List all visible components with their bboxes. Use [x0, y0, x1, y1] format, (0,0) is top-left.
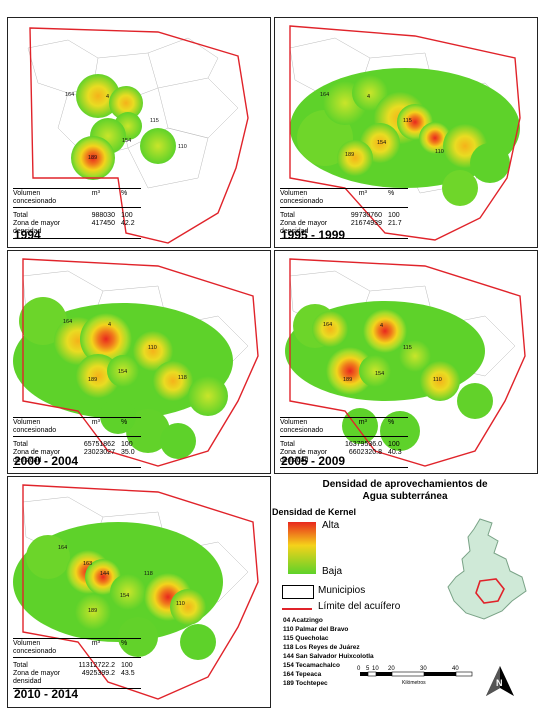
legend-low: Baja: [322, 566, 343, 577]
density-blobs: [285, 301, 493, 451]
inset-locator-map: [447, 518, 527, 620]
svg-text:164: 164: [65, 92, 74, 98]
code-item: 144 San Salvador Huixcolotla: [283, 653, 374, 660]
scale-tick: 10: [372, 666, 379, 672]
legend-high: Alta: [322, 520, 340, 531]
map-panel-2005-2009: 164 4 115 154 110 189 Volumen concesiona…: [274, 250, 538, 474]
municipality-code-list: 04 Acatzingo 110 Palmar del Bravo 115 Qu…: [283, 616, 374, 688]
municipality-labels: 164 4 115 154 110 189: [323, 322, 442, 383]
legend-municipios: Municipios: [318, 585, 366, 596]
svg-text:154: 154: [375, 371, 384, 377]
svg-text:4: 4: [108, 322, 111, 328]
svg-text:189: 189: [88, 608, 97, 614]
aquifer-boundary: [22, 258, 259, 467]
svg-text:115: 115: [403, 118, 412, 124]
svg-text:110: 110: [176, 601, 185, 607]
scale-tick: 0: [357, 666, 361, 672]
density-map: 164 4 115 154 110 189: [285, 258, 526, 467]
aquifer-boundary: [289, 258, 526, 467]
code-item: 189 Tochtepec: [283, 680, 328, 687]
density-blobs: [13, 522, 223, 660]
svg-text:189: 189: [345, 152, 354, 158]
municipality-labels: 164 4 115 154 110 189: [320, 92, 444, 158]
code-item: 154 Tecamachalco: [283, 662, 340, 669]
code-item: 115 Quecholac: [283, 635, 329, 642]
volume-table: Volumen concesionado m³% Total 11312722.2 1…: [13, 638, 141, 689]
svg-text:4: 4: [106, 94, 109, 100]
aquifer-boundary: [29, 27, 249, 244]
code-item: 118 Los Reyes de Juárez: [283, 644, 360, 651]
scale-unit: Kilómetros: [402, 680, 426, 686]
code-item: 04 Acatzingo: [283, 617, 323, 624]
svg-text:118: 118: [144, 571, 153, 577]
density-map: 164 4 115 154 110 189: [289, 25, 521, 241]
density-blobs: [13, 297, 233, 459]
svg-text:164: 164: [58, 545, 67, 551]
map-panel-2010-2014: 164 163 144 118 154 110 189 Volumen conc…: [7, 476, 271, 708]
volume-table: Volumen concesionado m³% Total 988030 100 Z…: [13, 188, 141, 239]
svg-text:154: 154: [120, 593, 129, 599]
boundary-swatch: [282, 608, 312, 610]
period-label: 2000 - 2004: [14, 454, 79, 468]
density-map: 164 4 115 154 110 189: [27, 27, 249, 244]
code-item: 164 Tepeaca: [283, 671, 322, 678]
scale-tick: 5: [366, 666, 370, 672]
period-label: 2005 - 2009: [281, 454, 346, 468]
volume-table: Volumen concesionado m³% Total 16379536.0 1…: [280, 417, 408, 468]
map-panel-2000-2004: 164 4 110 154 118 189 Volumen concesiona…: [7, 250, 271, 474]
svg-text:144: 144: [100, 571, 109, 577]
svg-text:154: 154: [118, 369, 127, 375]
municipality-labels: 164 4 110 154 118 189: [63, 319, 187, 383]
svg-text:N: N: [496, 678, 503, 688]
svg-text:189: 189: [88, 377, 97, 383]
municipality-labels: 164 4 115 154 110 189: [65, 92, 187, 161]
period-label: 1995 - 1999: [281, 228, 346, 242]
kernel-title: Densidad de Kernel: [272, 507, 357, 517]
density-blobs: [71, 74, 176, 180]
scale-tick: 40: [452, 666, 459, 672]
svg-text:110: 110: [148, 345, 157, 351]
code-item: 110 Palmar del Bravo: [283, 626, 349, 633]
density-blobs: [290, 68, 520, 206]
municipality-labels: 164 163 144 118 154 110 189: [58, 545, 185, 614]
scale-bar: 0 5 10 20 30 40 Kilómetros: [357, 666, 473, 686]
map-panel-1994: 164 4 115 154 110 189 Volumen concesiona…: [7, 17, 271, 248]
period-label: 2010 - 2014: [14, 687, 79, 701]
period-label: 1994: [14, 228, 41, 242]
legend-limite: Límite del acuífero: [318, 601, 401, 612]
north-arrow-icon: N: [486, 666, 514, 696]
svg-text:154: 154: [377, 140, 386, 146]
svg-text:154: 154: [122, 138, 131, 144]
volume-table: Volumen concesionado m³% Total 99730760 100…: [280, 188, 408, 239]
scale-tick: 30: [420, 666, 427, 672]
svg-text:110: 110: [435, 149, 444, 155]
svg-text:110: 110: [433, 377, 442, 383]
scale-tick: 20: [388, 666, 395, 672]
svg-text:163: 163: [83, 561, 92, 567]
aquifer-boundary: [289, 25, 521, 241]
svg-text:118: 118: [178, 375, 187, 381]
svg-text:4: 4: [367, 94, 370, 100]
svg-text:115: 115: [403, 345, 412, 351]
svg-text:164: 164: [320, 92, 329, 98]
volume-table: Volumen concesionado m³% Total 65751862 100…: [13, 417, 141, 468]
municipios-swatch: [282, 585, 314, 599]
svg-text:189: 189: [88, 155, 97, 161]
svg-text:110: 110: [178, 144, 187, 150]
kernel-ramp: [288, 522, 316, 574]
svg-text:115: 115: [150, 118, 159, 124]
svg-text:164: 164: [63, 319, 72, 325]
svg-text:189: 189: [343, 377, 352, 383]
legend-title: Densidad de aprovechamientos de Agua sub…: [322, 479, 488, 502]
svg-text:4: 4: [380, 323, 383, 329]
density-map: 164 4 110 154 118 189: [13, 258, 259, 467]
svg-text:164: 164: [323, 322, 332, 328]
map-panel-1995-1999: 164 4 115 154 110 189 Volumen concesiona…: [274, 17, 538, 248]
